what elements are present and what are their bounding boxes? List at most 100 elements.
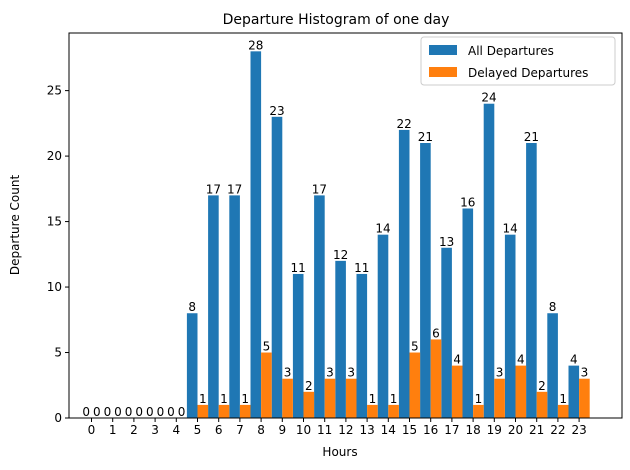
x-tick-label: 19 xyxy=(487,423,502,437)
data-label: 8 xyxy=(549,300,557,314)
data-label: 3 xyxy=(581,366,589,380)
bar-all xyxy=(271,116,283,419)
data-label: 4 xyxy=(570,353,578,367)
bar-all xyxy=(568,365,580,418)
bar-delayed xyxy=(494,378,505,418)
data-label: 1 xyxy=(199,392,207,406)
legend-swatch xyxy=(429,67,457,77)
data-label: 1 xyxy=(390,392,398,406)
data-label: 0 xyxy=(114,405,122,419)
bar-all xyxy=(314,195,325,418)
data-label: 1 xyxy=(475,392,483,406)
data-label: 6 xyxy=(432,326,440,340)
bar-delayed xyxy=(536,391,548,418)
x-tick-label: 4 xyxy=(172,423,180,437)
data-label: 1 xyxy=(369,392,377,406)
x-tick-label: 17 xyxy=(444,423,459,437)
y-tick-label: 20 xyxy=(47,149,62,163)
data-label: 5 xyxy=(411,340,419,354)
data-label: 0 xyxy=(178,405,186,419)
x-tick-label: 6 xyxy=(215,423,223,437)
data-label: 1 xyxy=(220,392,228,406)
data-label: 21 xyxy=(524,130,539,144)
x-tick-label: 1 xyxy=(109,423,117,437)
data-label: 2 xyxy=(538,379,546,393)
data-label: 0 xyxy=(146,405,154,419)
data-label: 28 xyxy=(248,38,263,52)
bar-delayed xyxy=(473,404,484,418)
x-tick-label: 16 xyxy=(423,423,438,437)
x-tick-label: 15 xyxy=(402,423,417,437)
bar-delayed xyxy=(451,365,463,418)
data-label: 0 xyxy=(93,405,101,419)
x-tick-label: 10 xyxy=(296,423,311,437)
x-tick-label: 18 xyxy=(465,423,480,437)
legend: All Departures Delayed Departures xyxy=(420,36,616,86)
bar-all xyxy=(504,234,516,418)
data-label: 11 xyxy=(291,261,306,275)
data-label: 17 xyxy=(312,182,327,196)
x-tick-label: 5 xyxy=(194,423,202,437)
data-label: 0 xyxy=(125,405,133,419)
plot-frame xyxy=(68,32,623,419)
legend-swatch xyxy=(429,45,457,55)
bar-delayed xyxy=(197,404,209,418)
data-label: 1 xyxy=(241,392,249,406)
bar-all xyxy=(229,195,240,418)
data-label: 13 xyxy=(439,235,454,249)
data-label: 0 xyxy=(104,405,112,419)
data-label: 1 xyxy=(559,392,567,406)
y-tick-label: 25 xyxy=(47,84,62,98)
bar-delayed xyxy=(579,378,590,418)
legend-label: All Departures xyxy=(468,44,554,58)
bar-all xyxy=(483,103,495,418)
data-label: 2 xyxy=(305,379,313,393)
data-label: 4 xyxy=(517,353,525,367)
y-tick-label: 15 xyxy=(47,215,62,229)
x-axis-title: Hours xyxy=(322,445,357,459)
data-label: 4 xyxy=(453,353,461,367)
x-tick-label: 0 xyxy=(88,423,96,437)
bar-all xyxy=(292,273,304,418)
bar-all xyxy=(356,273,368,418)
bar-delayed xyxy=(345,378,357,418)
y-tick-label: 5 xyxy=(54,346,62,360)
x-tick-label: 3 xyxy=(151,423,159,437)
x-tick-label: 8 xyxy=(257,423,265,437)
data-label: 0 xyxy=(82,405,90,419)
data-label: 8 xyxy=(188,300,196,314)
x-tick-label: 11 xyxy=(317,423,332,437)
data-label: 14 xyxy=(503,222,518,236)
bar-delayed xyxy=(388,404,399,418)
x-tick-label: 21 xyxy=(529,423,544,437)
bar-delayed xyxy=(430,339,442,418)
y-tick-label: 10 xyxy=(47,280,62,294)
data-label: 21 xyxy=(418,130,433,144)
data-label: 3 xyxy=(284,366,292,380)
data-label: 3 xyxy=(347,366,355,380)
data-label: 16 xyxy=(460,195,475,209)
bar-all xyxy=(420,143,431,418)
bar-delayed xyxy=(218,404,230,418)
data-label: 5 xyxy=(263,340,271,354)
x-tick-label: 13 xyxy=(359,423,374,437)
y-tick-label: 0 xyxy=(54,411,62,425)
y-axis-title: Departure Count xyxy=(8,175,22,276)
bar-all xyxy=(186,313,198,418)
bar-all xyxy=(398,129,410,418)
data-label: 3 xyxy=(326,366,334,380)
bar-delayed xyxy=(303,391,315,418)
data-label: 0 xyxy=(157,405,165,419)
x-tick-label: 9 xyxy=(278,423,286,437)
data-label: 17 xyxy=(227,182,242,196)
bar-all xyxy=(335,260,346,418)
data-label: 24 xyxy=(481,91,496,105)
data-label: 17 xyxy=(206,182,221,196)
data-label: 23 xyxy=(269,104,284,118)
data-label: 3 xyxy=(496,366,504,380)
x-tick-label: 20 xyxy=(508,423,523,437)
x-tick-label: 7 xyxy=(236,423,244,437)
x-tick-label: 22 xyxy=(550,423,565,437)
